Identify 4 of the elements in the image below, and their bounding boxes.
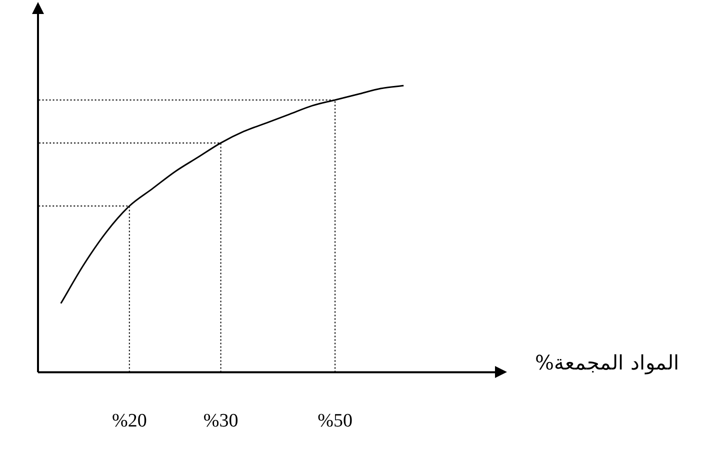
x-tick-label: %20 [112,410,147,432]
x-tick-label: %50 [318,410,352,432]
x-axis-title: المواد المجمعة% [534,350,680,374]
x-tick-label: %30 [203,410,238,432]
